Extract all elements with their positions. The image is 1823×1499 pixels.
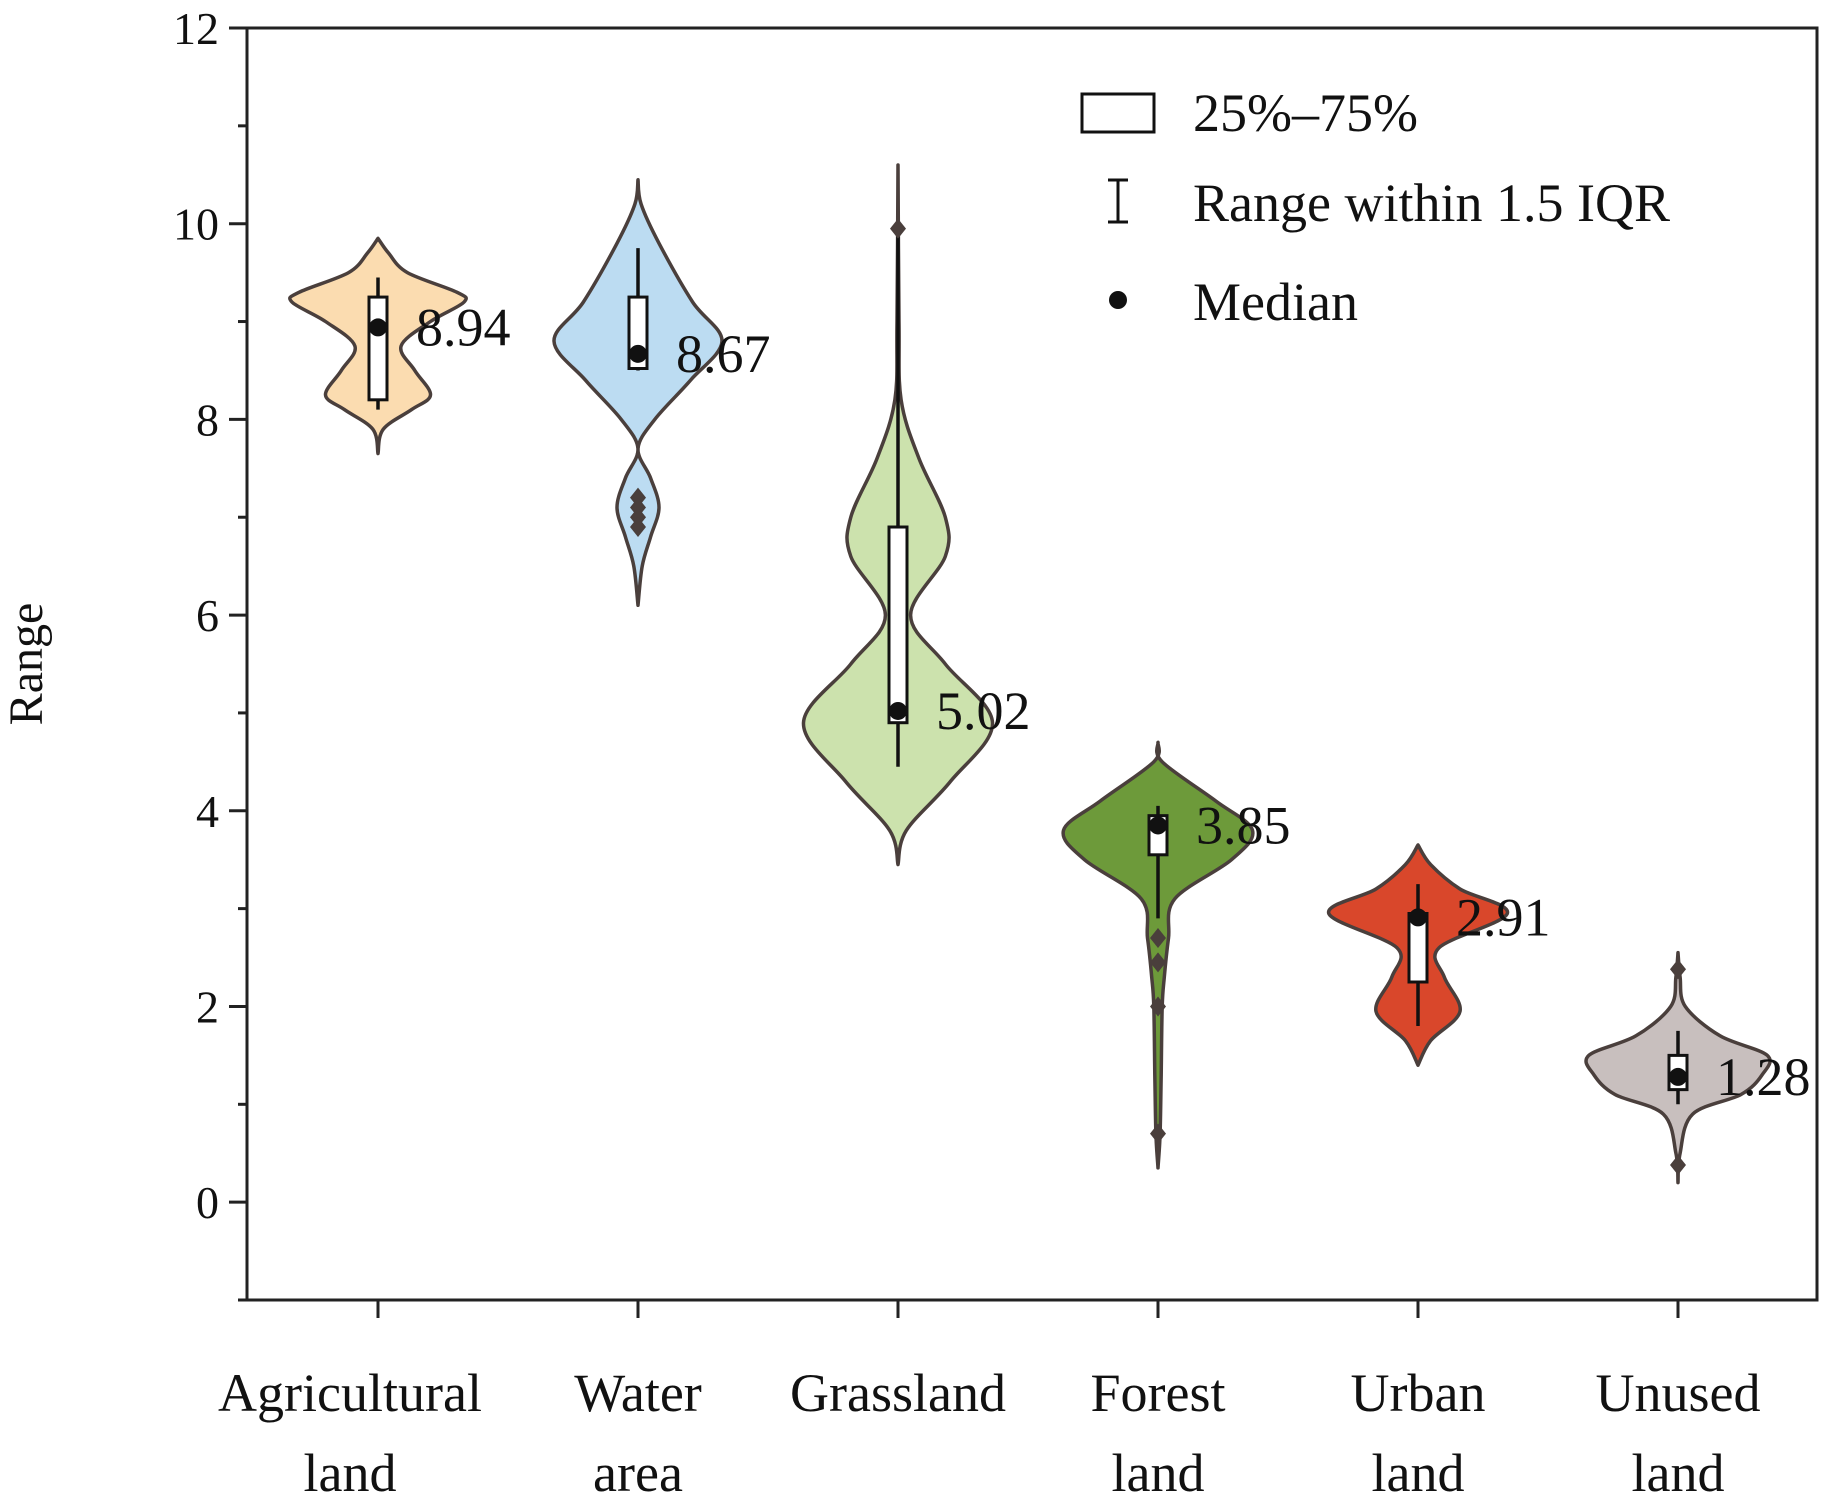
outlier-point (890, 218, 906, 239)
y-tick-label: 0 (196, 1177, 219, 1228)
y-tick-label: 10 (173, 199, 219, 250)
x-ticks-layer: Agricultural land Water area Grassland Forest… (218, 1300, 1760, 1499)
legend-whisker-label: Range within 1.5 IQR (1193, 173, 1670, 233)
y-tick-label: 12 (173, 3, 219, 54)
x-category-label: area (593, 1443, 683, 1499)
outlier-point (1150, 952, 1166, 973)
x-category-label: land (1632, 1443, 1725, 1499)
x-category-label: Forest (1091, 1363, 1226, 1423)
outlier-point (1150, 1123, 1166, 1144)
median-labels-layer: 8.94 8.67 5.02 3.85 2.91 1.28 (416, 297, 1811, 1107)
y-tick-label: 6 (196, 590, 219, 641)
outlier-point (1150, 996, 1166, 1017)
x-category-label: land (304, 1443, 397, 1499)
outlier-point (1150, 927, 1166, 948)
y-tick-label: 2 (196, 981, 219, 1032)
median-point (1409, 908, 1427, 927)
legend-whisker-swatch (1108, 178, 1128, 224)
axes-layer (245, 26, 1819, 1302)
legend-median-swatch (1109, 291, 1127, 309)
outlier-point (1670, 959, 1686, 980)
median-value-label: 8.94 (416, 297, 511, 357)
y-axis-title: Range (0, 603, 53, 726)
legend-box-label: 25%–75% (1193, 83, 1418, 143)
x-category-label: Urban (1351, 1363, 1486, 1423)
median-value-label: 8.67 (676, 324, 771, 384)
iqr-box (887, 525, 909, 725)
x-category-label: Agricultural (218, 1363, 482, 1423)
x-category-label: Grassland (790, 1363, 1006, 1423)
median-point (1669, 1067, 1687, 1086)
median-point (889, 701, 907, 720)
outlier-point (630, 517, 646, 538)
y-ticks-layer: 0 2 4 6 8 10 12 (173, 3, 247, 1302)
x-category-label: land (1372, 1443, 1465, 1499)
violins-layer (288, 163, 1772, 1185)
boxes-layer (367, 218, 1689, 1175)
iqr-box (367, 295, 389, 402)
outlier-point (1670, 1154, 1686, 1175)
plot-frame (245, 26, 1819, 1302)
median-value-label: 3.85 (1196, 795, 1291, 855)
x-category-label: land (1112, 1443, 1205, 1499)
legend-box-swatch (1080, 92, 1156, 134)
median-point (1149, 816, 1167, 835)
median-value-label: 5.02 (936, 681, 1031, 741)
median-point (369, 318, 387, 337)
legend-median-label: Median (1193, 272, 1358, 332)
x-category-label: Unused (1596, 1363, 1761, 1423)
median-point (629, 344, 647, 363)
y-tick-label: 4 (196, 786, 219, 837)
y-tick-label: 8 (196, 394, 219, 445)
x-category-label: Water (574, 1363, 702, 1423)
median-value-label: 1.28 (1716, 1047, 1811, 1107)
median-value-label: 2.91 (1456, 887, 1551, 947)
violin-body (552, 177, 724, 608)
legend: 25%–75% Range within 1.5 IQR Median (1080, 83, 1670, 332)
